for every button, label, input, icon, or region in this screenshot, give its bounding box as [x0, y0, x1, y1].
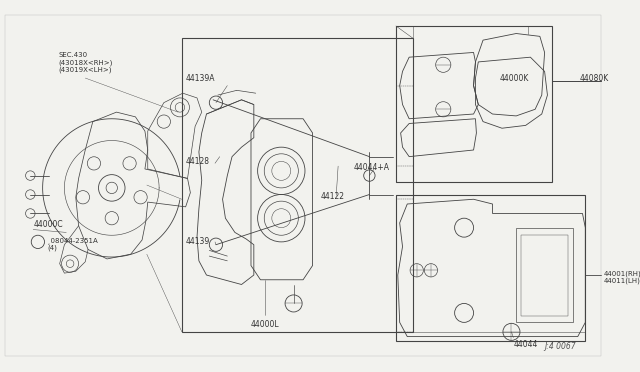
Text: 44001(RH)
44011(LH): 44001(RH) 44011(LH): [604, 270, 640, 284]
Bar: [516, 228, 573, 323]
Text: 44044+A: 44044+A: [353, 163, 389, 172]
Bar: [521, 235, 568, 316]
Text: ¸08044-2351A
(4): ¸08044-2351A (4): [47, 237, 98, 251]
Text: 44080K: 44080K: [580, 74, 609, 83]
Text: 44122: 44122: [320, 192, 344, 201]
Text: 44044: 44044: [513, 340, 538, 349]
Bar: [396, 26, 552, 182]
Text: 44139A: 44139A: [186, 74, 215, 83]
Text: J:4 0067: J:4 0067: [544, 342, 576, 351]
Text: 44000L: 44000L: [251, 320, 280, 328]
Text: 44139: 44139: [186, 237, 210, 246]
Bar: [396, 195, 586, 341]
Text: 44128: 44128: [186, 157, 210, 166]
Text: 44000C: 44000C: [33, 220, 63, 229]
Text: SEC.430
(43018X<RH>)
(43019X<LH>): SEC.430 (43018X<RH>) (43019X<LH>): [59, 52, 113, 73]
Text: 44000K: 44000K: [500, 74, 529, 83]
Bar: [182, 38, 413, 332]
